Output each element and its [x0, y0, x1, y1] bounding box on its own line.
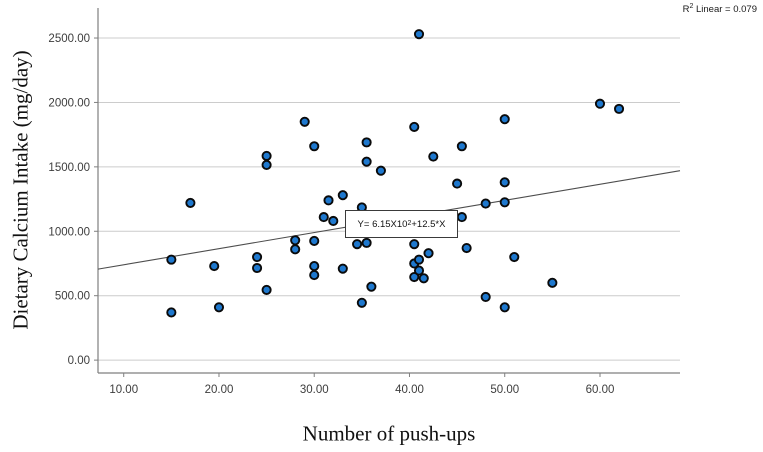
- data-point: [413, 254, 425, 265]
- y-tick-label: 0.00: [68, 355, 90, 367]
- data-point: [613, 103, 625, 114]
- data-point: [166, 254, 177, 265]
- equation-prefix: Y= 6.15X10: [357, 218, 408, 230]
- data-point: [290, 235, 301, 246]
- y-tick-label: 2500.00: [48, 33, 90, 45]
- data-point: [318, 212, 329, 223]
- data-point: [413, 265, 425, 276]
- y-tick-label: 500.00: [55, 291, 90, 303]
- data-point: [375, 165, 386, 176]
- data-point: [499, 177, 510, 188]
- data-point: [337, 263, 348, 274]
- equation-suffix: +12.5*X: [411, 218, 446, 230]
- y-axis-title: Dietary Calcium Intake (mg/day): [8, 50, 33, 330]
- data-point: [309, 270, 320, 281]
- data-point: [328, 215, 339, 227]
- data-point: [261, 284, 272, 295]
- data-point: [299, 116, 310, 127]
- x-tick-label: 10.00: [109, 384, 138, 396]
- data-point: [418, 273, 429, 284]
- data-point: [499, 197, 510, 208]
- data-point: [323, 195, 334, 206]
- data-point: [480, 198, 491, 209]
- x-tick-label: 40.00: [395, 384, 424, 396]
- x-tick-label: 30.00: [300, 384, 329, 396]
- r2-prefix: R: [682, 4, 690, 15]
- x-tick-label: 20.00: [205, 384, 234, 396]
- data-point: [337, 190, 348, 201]
- y-tick-label: 2000.00: [48, 97, 90, 109]
- data-point: [409, 121, 420, 132]
- x-tick-label: 60.00: [586, 384, 615, 396]
- data-point: [252, 251, 263, 263]
- data-point: [261, 150, 272, 161]
- data-point: [361, 156, 372, 167]
- data-point: [509, 251, 520, 263]
- data-point: [309, 141, 320, 152]
- data-point: [356, 297, 367, 308]
- data-point: [261, 159, 272, 170]
- data-point: [409, 239, 420, 250]
- data-point: [252, 262, 263, 274]
- data-point: [456, 212, 467, 223]
- data-point: [185, 197, 196, 208]
- data-point: [461, 242, 472, 254]
- y-tick-label: 1500.00: [48, 162, 90, 174]
- data-point: [452, 178, 463, 189]
- data-point: [456, 141, 467, 152]
- data-point: [499, 114, 510, 125]
- data-point: [209, 261, 220, 272]
- data-point: [352, 239, 363, 250]
- x-axis-title: Number of push-ups: [302, 421, 476, 446]
- data-point: [428, 151, 439, 162]
- data-point: [213, 302, 225, 313]
- data-point: [413, 29, 425, 40]
- x-tick-label: 50.00: [490, 384, 519, 396]
- data-point: [361, 237, 372, 248]
- r2-suffix: Linear = 0.079: [693, 4, 757, 15]
- y-tick-label: 1000.00: [48, 226, 90, 238]
- r-squared-label: R2 Linear = 0.079: [682, 2, 757, 15]
- data-point: [480, 291, 491, 303]
- data-point: [499, 302, 510, 313]
- data-point: [423, 248, 434, 259]
- r2-superscript: 2: [689, 2, 694, 10]
- data-point: [166, 307, 177, 318]
- data-point: [290, 244, 301, 255]
- data-point: [409, 271, 420, 283]
- data-point: [547, 277, 558, 288]
- data-point: [309, 235, 320, 246]
- regression-equation-label: Y= 6.15X10 2 +12.5*X: [345, 210, 458, 238]
- data-point: [366, 281, 377, 292]
- data-point: [309, 261, 320, 272]
- data-point: [594, 98, 606, 109]
- data-point: [361, 137, 372, 148]
